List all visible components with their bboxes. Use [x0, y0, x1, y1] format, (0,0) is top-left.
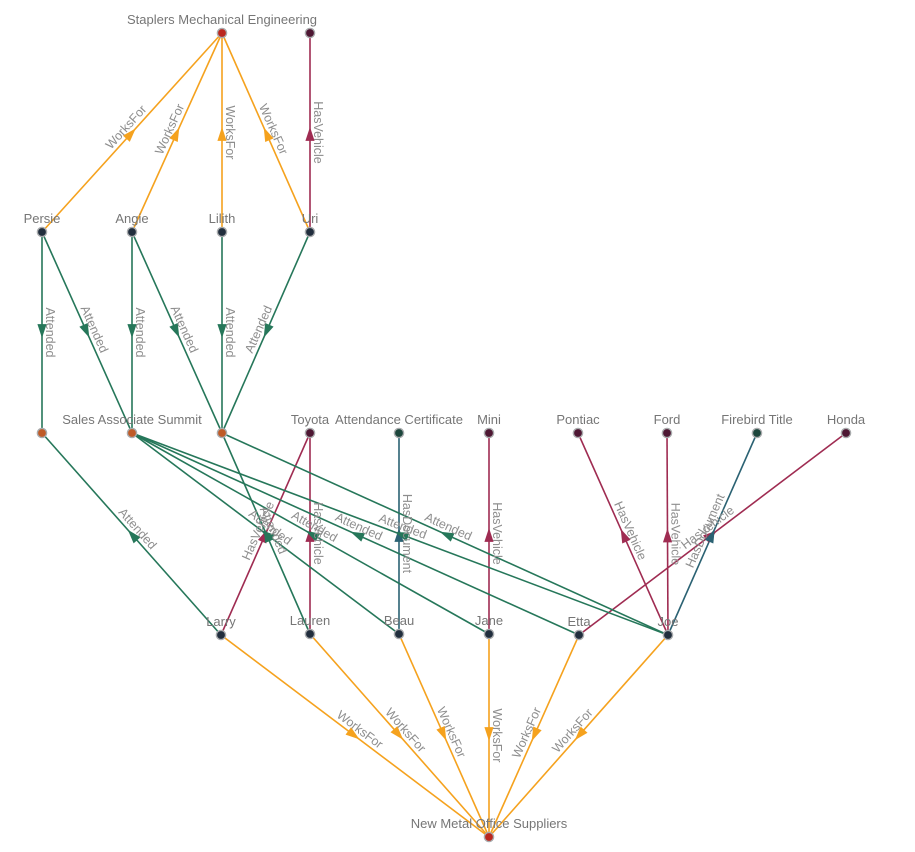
node-etta[interactable] [573, 629, 585, 641]
arrowhead-worksfor-icon [345, 727, 360, 740]
arrowhead-attended-icon [169, 322, 180, 338]
node-label-uri: Uri [302, 211, 319, 226]
node-label-etta: Etta [567, 614, 591, 629]
arrowhead-worksfor-icon [390, 726, 404, 740]
arrowhead-attended-icon [305, 530, 321, 542]
node-beau[interactable] [393, 628, 405, 640]
edge-label-larry-newmetal: WorksFor [334, 708, 385, 752]
node-lilith[interactable] [216, 226, 228, 238]
arrowhead-attended-icon [217, 324, 227, 339]
edge-label-lilith-staplers: WorksFor [223, 106, 237, 160]
edge-label-jane-newmetal: WorksFor [490, 709, 504, 763]
node-label-summit: Sales Associate Summit [62, 412, 202, 427]
arrowhead-attended-icon [79, 322, 90, 338]
arrowhead-attended-icon [127, 324, 137, 339]
node-uri[interactable] [304, 226, 316, 238]
node-label-mini: Mini [477, 412, 501, 427]
node-event2-unlabeled[interactable] [216, 427, 228, 439]
node-joe[interactable] [662, 629, 674, 641]
node-label-firebird: Firebird Title [721, 412, 793, 427]
edge-label-lauren-newmetal: WorksFor [382, 705, 428, 755]
node-label-toyota: Toyota [291, 412, 330, 427]
arrowhead-hasvehicle-icon [620, 528, 631, 544]
arrowhead-hasdocument-icon [704, 528, 715, 544]
edge-label-jane-mini: HasVehicle [490, 502, 504, 565]
node-attcert[interactable] [393, 427, 405, 439]
arrowhead-attended-icon [394, 532, 410, 542]
arrowhead-worksfor-icon [122, 128, 136, 142]
node-label-joe: Joe [658, 614, 679, 629]
node-staplers[interactable] [216, 27, 228, 39]
edge-label-persie-event1: Attended [43, 307, 57, 357]
arrowhead-hasvehicle-icon [305, 126, 315, 141]
node-mini[interactable] [483, 427, 495, 439]
node-label-angie: Angie [115, 211, 148, 226]
node-label-lauren: Lauren [290, 613, 330, 628]
arrowhead-worksfor-icon [574, 726, 588, 741]
node-label-jane: Jane [475, 613, 503, 628]
arrowhead-attended-icon [261, 530, 275, 543]
edge-label-uri-urivehicle: HasVehicle [311, 101, 325, 164]
edge-label-joe-pontiac: HasVehicle [611, 499, 649, 562]
node-label-honda: Honda [827, 412, 866, 427]
edge-arrows-layer [37, 126, 717, 742]
arrowhead-attended-icon [350, 531, 366, 542]
node-ford[interactable] [661, 427, 673, 439]
node-lauren[interactable] [304, 628, 316, 640]
node-label-newmetal: New Metal Office Suppliers [411, 816, 568, 831]
node-label-ford: Ford [654, 412, 681, 427]
arrowhead-worksfor-icon [169, 127, 180, 143]
arrowhead-attended-icon [37, 324, 47, 339]
node-newmetal[interactable] [483, 831, 495, 843]
node-summit[interactable] [126, 427, 138, 439]
node-urivehicle-unlabeled[interactable] [304, 27, 316, 39]
arrowhead-worksfor-icon [263, 127, 274, 143]
edge-label-lauren-toyota: HasVehicle [311, 502, 325, 565]
node-label-pontiac: Pontiac [556, 412, 600, 427]
arrowhead-worksfor-icon [484, 727, 494, 742]
edge-label-lilith-event2: Attended [223, 307, 237, 357]
node-toyota[interactable] [304, 427, 316, 439]
arrowhead-worksfor-icon [531, 726, 542, 742]
node-label-lilith: Lilith [209, 211, 236, 226]
node-persie[interactable] [36, 226, 48, 238]
node-label-staplers: Staplers Mechanical Engineering [127, 12, 317, 27]
nodes-layer [36, 27, 852, 843]
node-firebird[interactable] [751, 427, 763, 439]
node-jane[interactable] [483, 628, 495, 640]
node-label-attcert: Attendance Certificate [335, 412, 463, 427]
arrowhead-attended-icon [439, 531, 455, 542]
arrowhead-hasvehicle-icon [484, 527, 494, 542]
node-larry[interactable] [215, 629, 227, 641]
node-pontiac[interactable] [572, 427, 584, 439]
edge-label-beau-attcert: HasDocument [400, 494, 414, 574]
arrowhead-attended-icon [127, 529, 141, 544]
node-label-larry: Larry [206, 614, 236, 629]
node-label-beau: Beau [384, 613, 414, 628]
node-angie[interactable] [126, 226, 138, 238]
edge-label-persie-staplers: WorksFor [103, 102, 150, 151]
edge-label-joe-firebird: HasDocument [683, 491, 728, 570]
edge-label-angie-summit: Attended [133, 307, 147, 357]
edge-label-joe-newmetal: WorksFor [549, 706, 595, 756]
edge-label-joe-ford: HasVehicle [668, 503, 682, 566]
edge-label-larry-event1: Attended [116, 505, 160, 552]
node-event1-unlabeled[interactable] [36, 427, 48, 439]
node-labels-layer: Staplers Mechanical Engineering Persie Ang… [24, 12, 866, 831]
node-honda[interactable] [840, 427, 852, 439]
arrowhead-worksfor-icon [217, 126, 227, 141]
node-label-persie: Persie [24, 211, 61, 226]
arrowhead-attended-icon [263, 322, 274, 338]
arrowhead-worksfor-icon [436, 725, 447, 741]
arrowhead-hasvehicle-icon [662, 528, 673, 543]
